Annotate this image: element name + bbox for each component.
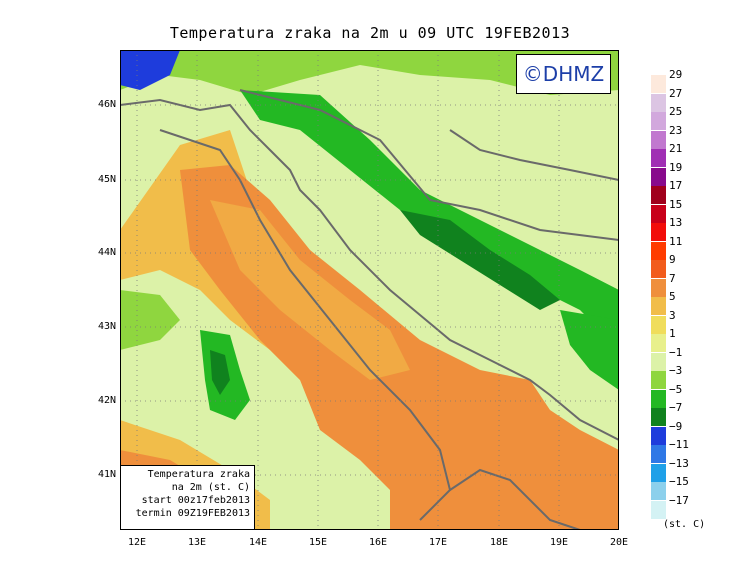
legend-swatch — [651, 352, 666, 371]
legend-swatch — [651, 334, 666, 352]
legend-label: −17 — [669, 493, 689, 507]
lon-label: 18E — [489, 537, 509, 548]
lat-label: 46N — [97, 99, 116, 110]
legend-label: 15 — [669, 197, 683, 211]
cold-region-alps — [120, 50, 180, 90]
legend-swatch — [651, 186, 666, 204]
legend-label: 27 — [669, 86, 683, 100]
cold-region-west — [120, 290, 180, 350]
legend-swatch — [651, 223, 666, 241]
legend-label: 3 — [669, 308, 676, 322]
legend-label: 29 — [669, 68, 683, 81]
legend-swatch — [651, 260, 666, 278]
legend-swatch — [651, 75, 666, 93]
legend-swatch — [651, 445, 666, 463]
info-line-2: na 2m (st. C) — [171, 482, 250, 493]
legend-label: −11 — [669, 438, 689, 451]
lon-label: 16E — [368, 537, 388, 548]
info-line-4: termin 09Z19FEB2013 — [135, 508, 250, 519]
legend-label: 25 — [669, 105, 683, 118]
lon-label: 12E — [127, 537, 147, 548]
legend-swatch — [651, 130, 666, 149]
lon-label: 14E — [248, 537, 268, 548]
info-line-1: Temperatura zraka — [147, 469, 250, 480]
lon-label: 13E — [187, 537, 207, 548]
legend-label: 19 — [669, 160, 683, 174]
legend-swatch — [651, 426, 666, 445]
info-line-3: start 00z17feb2013 — [141, 495, 250, 506]
lat-label: 41N — [97, 469, 116, 480]
legend-swatch — [651, 315, 666, 334]
legend-swatch — [651, 482, 666, 500]
legend-label: −7 — [669, 401, 683, 414]
lon-label: 17E — [428, 537, 448, 548]
lat-label: 43N — [97, 321, 116, 332]
temperature-map — [120, 50, 619, 530]
legend-label: 1 — [669, 327, 676, 340]
legend-swatch — [651, 241, 666, 260]
legend-label: 7 — [669, 271, 676, 285]
legend-swatch — [651, 371, 666, 389]
cold-region-east — [560, 310, 619, 390]
legend-label: −3 — [669, 364, 683, 377]
warm-region-coast — [210, 200, 410, 380]
legend-label: 21 — [669, 142, 683, 155]
legend-swatch — [651, 278, 666, 297]
legend-label: −15 — [669, 475, 689, 488]
lon-label: 19E — [549, 537, 569, 548]
legend-swatch — [651, 408, 666, 426]
legend-label: 23 — [669, 123, 683, 137]
cold-region-dinaric-core — [400, 210, 560, 310]
legend-label: 11 — [669, 234, 683, 248]
legend-swatch — [651, 500, 666, 519]
legend-swatch — [651, 204, 666, 223]
legend-swatch — [651, 389, 666, 408]
coastlines — [120, 89, 619, 530]
map-title: Temperatura zraka na 2m u 09 UTC 19FEB20… — [169, 24, 571, 42]
lat-label: 45N — [97, 174, 116, 185]
lat-label: 44N — [97, 247, 116, 258]
legend-label: −13 — [669, 456, 689, 470]
lat-label: 42N — [97, 395, 116, 406]
legend-swatch — [651, 167, 666, 186]
map-frame — [120, 50, 619, 530]
lon-label: 15E — [308, 537, 328, 548]
dhmz-logo: ©DHMZ — [516, 54, 611, 94]
legend-label: 5 — [669, 290, 676, 303]
legend-swatch — [651, 112, 666, 130]
legend-swatch — [651, 93, 666, 112]
legend-label: −9 — [669, 419, 683, 433]
legend-unit: (st. C) — [663, 519, 706, 530]
cold-region-apennines-core — [210, 350, 230, 395]
grid-lines — [120, 50, 619, 530]
legend-label: 9 — [669, 253, 676, 266]
legend-label: 13 — [669, 216, 683, 229]
cold-region-north — [120, 50, 619, 95]
legend-label: −5 — [669, 382, 683, 396]
legend-label: −1 — [669, 345, 683, 359]
lon-label: 20E — [609, 537, 629, 548]
legend-swatch — [651, 463, 666, 482]
legend-label: 17 — [669, 179, 683, 192]
info-box: Temperatura zraka na 2m (st. C) start 00… — [120, 465, 255, 530]
legend-swatch — [651, 149, 666, 167]
legend-swatch — [651, 297, 666, 315]
